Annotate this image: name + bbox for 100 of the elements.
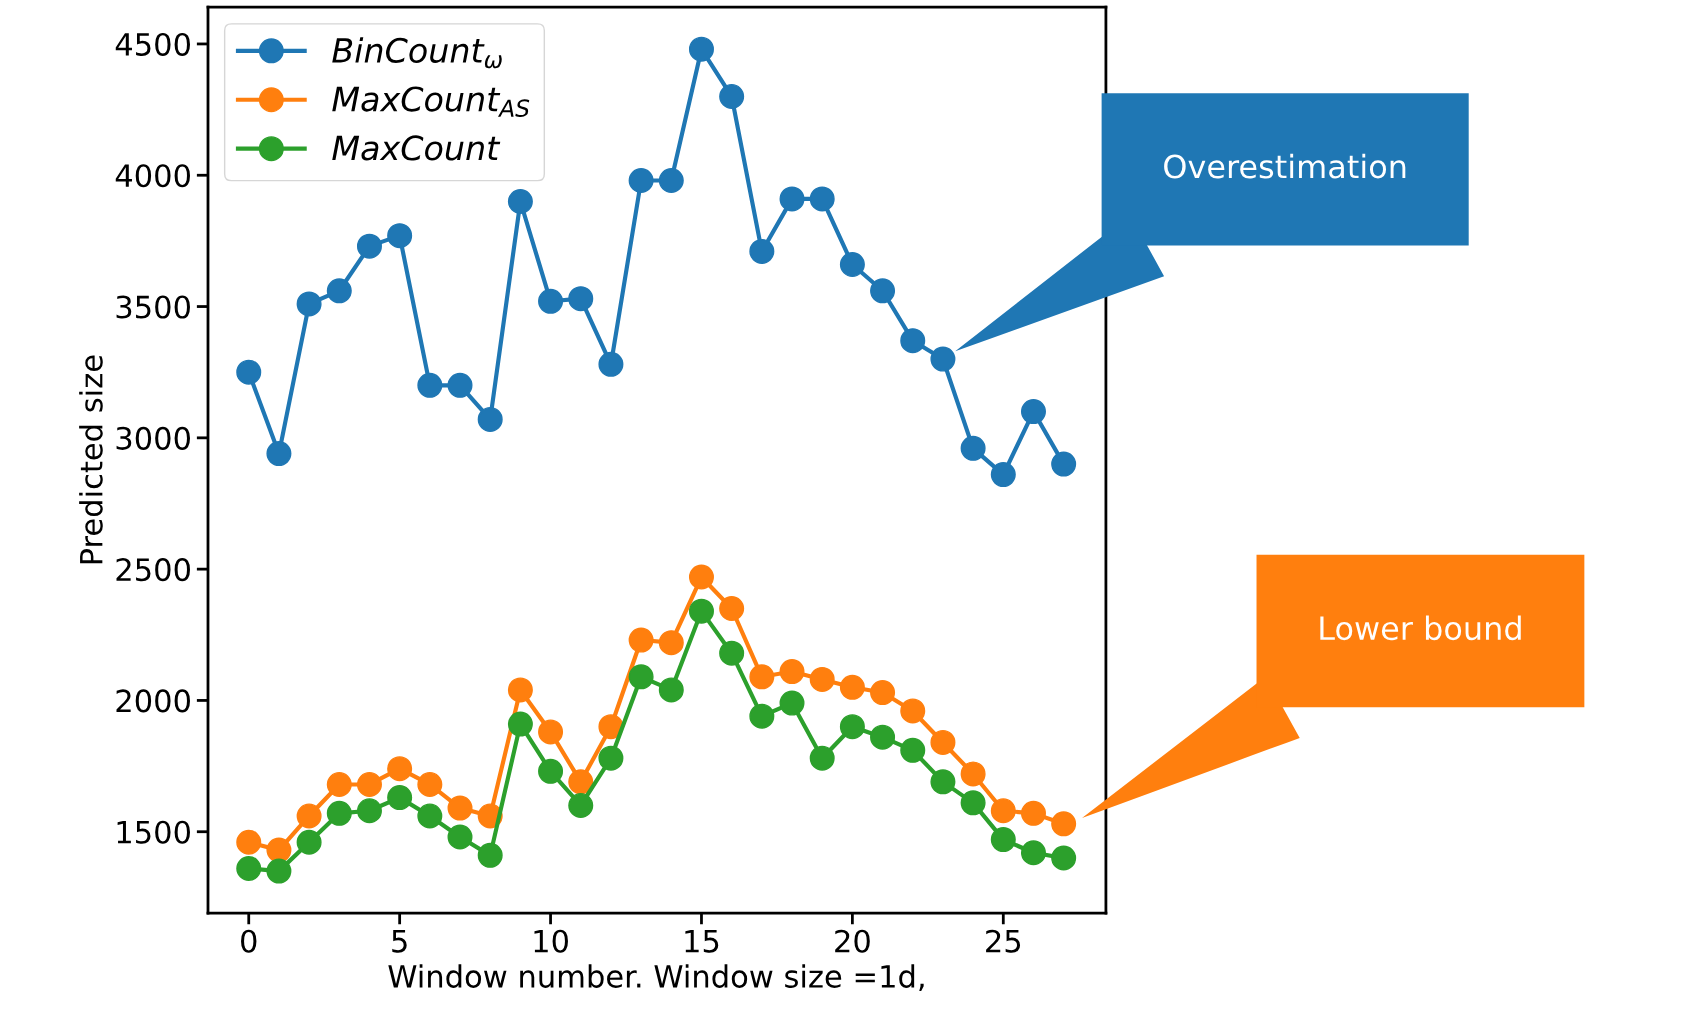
point <box>960 790 986 816</box>
point <box>719 596 745 622</box>
point <box>296 291 322 317</box>
point <box>326 771 352 797</box>
point <box>1020 399 1046 425</box>
point <box>266 858 292 884</box>
point <box>598 714 624 740</box>
y-tick-label: 1500 <box>117 820 190 844</box>
point <box>658 630 684 656</box>
point <box>628 627 654 653</box>
point <box>809 666 835 692</box>
point <box>477 406 503 432</box>
point <box>990 462 1016 488</box>
point <box>839 674 865 700</box>
legend-label: MaxCount$_{AS}$ <box>332 86 530 117</box>
point <box>477 842 503 868</box>
point <box>870 724 896 750</box>
point <box>960 761 986 787</box>
y-tick-label: 3000 <box>116 426 190 450</box>
point <box>538 758 564 784</box>
point <box>568 286 594 312</box>
point <box>1051 811 1077 837</box>
legend-label: BinCount$_{ω}$ <box>332 37 502 69</box>
point <box>266 837 292 863</box>
legend-label: MaxCount <box>332 135 501 161</box>
point <box>447 795 473 821</box>
y-tick-label: 3500 <box>116 295 190 319</box>
point <box>568 792 594 818</box>
x-tick-label: 25 <box>986 929 1021 953</box>
point <box>900 737 926 763</box>
y-tick-label: 4500 <box>115 32 190 56</box>
point <box>658 167 684 193</box>
point <box>900 698 926 724</box>
x-tick-label: 15 <box>685 930 719 953</box>
point <box>417 372 443 398</box>
point <box>990 827 1016 853</box>
point <box>749 664 775 690</box>
y-tick-label: 2500 <box>116 558 190 582</box>
x-tick-label: 5 <box>392 930 407 953</box>
point <box>507 189 533 215</box>
point <box>719 83 745 109</box>
point <box>749 238 775 264</box>
point <box>870 680 896 706</box>
point <box>387 223 413 249</box>
point <box>688 36 714 62</box>
point <box>809 186 835 212</box>
point <box>568 769 594 795</box>
x-axis-title: Window number. Window size =1d, <box>388 964 924 992</box>
point <box>236 359 262 385</box>
point <box>688 598 714 624</box>
point <box>809 745 835 771</box>
point <box>387 756 413 782</box>
point <box>447 824 473 850</box>
point <box>507 677 533 703</box>
point <box>236 829 262 855</box>
point <box>930 729 956 755</box>
point <box>1020 800 1046 826</box>
point <box>296 829 322 855</box>
point <box>417 771 443 797</box>
point <box>236 855 262 881</box>
text: Lower bound <box>1320 615 1521 641</box>
y-tick-label: 4000 <box>115 164 190 188</box>
point <box>598 745 624 771</box>
y-axis-title: Predicted size <box>79 355 103 564</box>
point <box>447 372 473 398</box>
point <box>839 714 865 740</box>
point <box>990 798 1016 824</box>
point <box>688 564 714 590</box>
point <box>839 252 865 278</box>
point <box>296 803 322 829</box>
y-tick-label: 2000 <box>116 689 190 713</box>
point <box>930 769 956 795</box>
point <box>930 346 956 372</box>
point <box>356 771 382 797</box>
point <box>870 278 896 304</box>
text: Overestimation <box>1164 153 1406 179</box>
point <box>326 278 352 304</box>
point <box>960 435 986 461</box>
point <box>538 719 564 745</box>
x-tick-label: 0 <box>241 929 257 953</box>
point <box>326 800 352 826</box>
point <box>387 785 413 811</box>
point <box>779 659 805 685</box>
point <box>417 803 443 829</box>
point <box>900 328 926 354</box>
point <box>749 703 775 729</box>
point <box>779 186 805 212</box>
point <box>356 233 382 259</box>
point <box>658 677 684 703</box>
point <box>628 167 654 193</box>
point <box>628 664 654 690</box>
point <box>538 288 564 314</box>
point <box>779 690 805 716</box>
point <box>719 640 745 666</box>
point <box>356 798 382 824</box>
point <box>507 711 533 737</box>
point <box>1051 845 1077 871</box>
x-tick-label: 20 <box>835 929 870 953</box>
point <box>1051 451 1077 477</box>
x-tick-label: 10 <box>534 929 568 953</box>
